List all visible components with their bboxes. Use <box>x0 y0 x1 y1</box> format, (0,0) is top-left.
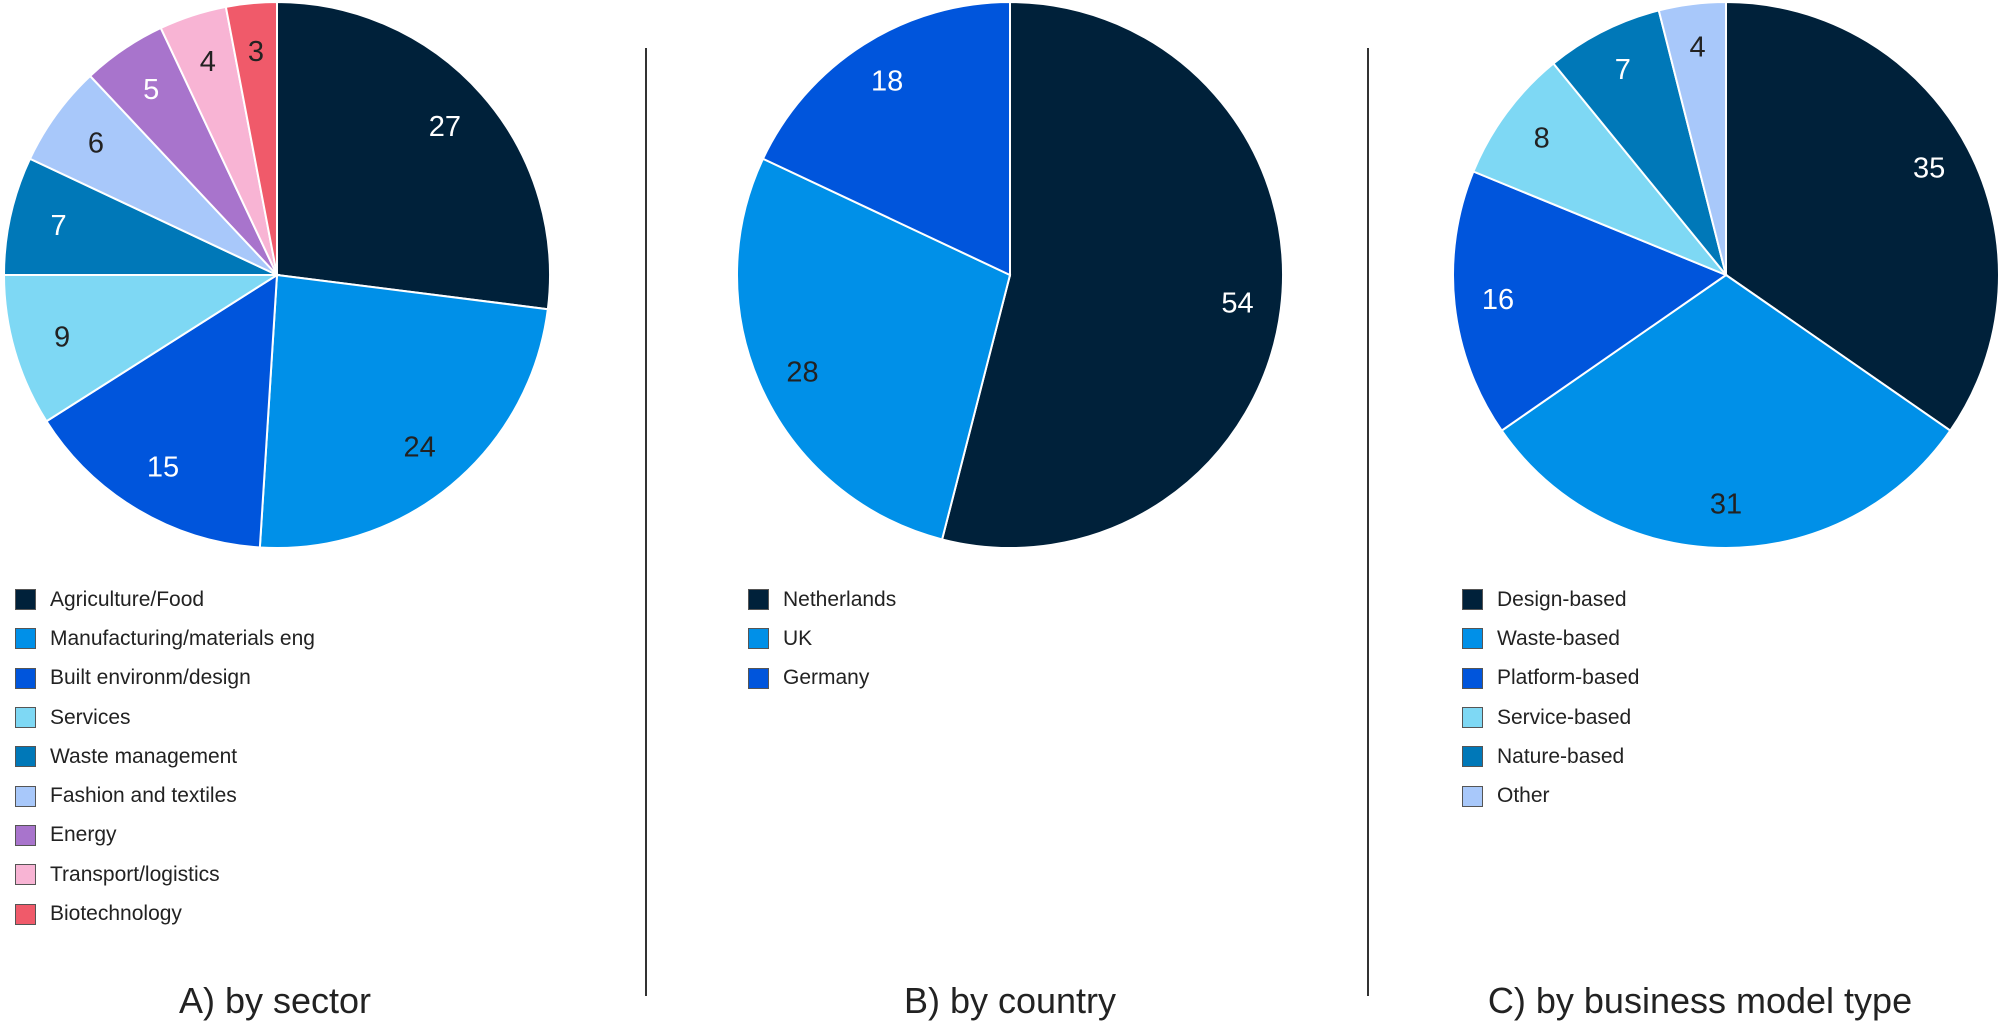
legend-swatch <box>1462 707 1483 729</box>
legend-item-platform-based: Platform-based <box>1462 659 1639 698</box>
slice-agriculture-food <box>276 0 551 311</box>
legend-item-nature-based: Nature-based <box>1462 737 1639 776</box>
slice-platform-based <box>1452 170 1729 433</box>
data-label-waste-management: 7 <box>50 210 66 242</box>
pie-business-model: 35 31 16 8 7 4 <box>1452 0 2000 549</box>
slice-waste-management <box>2 157 278 276</box>
legend-label: Netherlands <box>783 587 897 611</box>
legend-business-model: Design-based Waste-based Platform-based Ser… <box>1462 580 1639 816</box>
legend-label: Energy <box>50 823 117 847</box>
legend-item-energy: Energy <box>15 816 315 855</box>
caption-business-model: C) by business model type <box>1487 980 1913 1021</box>
legend-sector: Agriculture/Food Manufacturing/materials … <box>15 580 315 934</box>
legend-item-built-environm-design: Built environm/design <box>15 659 315 698</box>
caption-sector: A) by sector <box>178 980 372 1021</box>
legend-label: Platform-based <box>1497 666 1640 690</box>
legend-swatch <box>748 628 769 650</box>
legend-label: Services <box>50 705 131 729</box>
data-label-design-based: 35 <box>1913 153 1945 185</box>
legend-swatch <box>15 589 36 611</box>
slice-uk <box>736 157 1012 541</box>
legend-label: Waste management <box>50 744 238 768</box>
legend-swatch <box>15 667 36 689</box>
divider-right <box>1367 48 1369 996</box>
legend-item-uk: UK <box>748 619 896 658</box>
data-label-services: 9 <box>54 321 70 353</box>
legend-swatch <box>1462 589 1483 611</box>
legend-item-waste-based: Waste-based <box>1462 619 1639 658</box>
legend-label: Biotechnology <box>50 902 182 926</box>
data-label-other: 4 <box>1689 31 1705 63</box>
data-label-agriculture-food: 27 <box>429 111 461 143</box>
legend-swatch <box>15 864 36 886</box>
legend-item-transport-logistics: Transport/logistics <box>15 855 315 894</box>
legend-item-other: Other <box>1462 776 1639 815</box>
legend-item-manufacturing-materials-eng: Manufacturing/materials eng <box>15 619 315 658</box>
pie-sector: 27 24 15 9 7 6 5 4 3 <box>2 0 551 549</box>
slice-other <box>1657 0 1727 276</box>
slice-services <box>2 274 281 423</box>
legend-swatch <box>15 746 36 768</box>
legend-swatch <box>1462 628 1483 650</box>
legend-swatch <box>1462 785 1483 807</box>
data-label-germany: 18 <box>871 65 903 97</box>
data-label-manufacturing-materials-eng: 24 <box>404 431 436 463</box>
legend-swatch <box>1462 667 1483 689</box>
data-label-uk: 28 <box>786 357 818 389</box>
legend-swatch <box>748 667 769 689</box>
legend-swatch <box>15 707 36 729</box>
legend-item-design-based: Design-based <box>1462 580 1639 619</box>
legend-label: Transport/logistics <box>50 862 220 886</box>
legend-label: Agriculture/Food <box>50 587 205 611</box>
slice-biotechnology <box>224 0 278 276</box>
legend-swatch <box>748 589 769 611</box>
legend-label: Built environm/design <box>50 666 251 690</box>
slice-nature-based <box>1552 9 1727 276</box>
legend-item-service-based: Service-based <box>1462 698 1639 737</box>
legend-swatch <box>15 628 36 650</box>
legend-label: Waste-based <box>1497 626 1620 650</box>
legend-swatch <box>15 824 36 846</box>
data-label-nature-based: 7 <box>1615 54 1631 86</box>
legend-swatch <box>15 903 36 925</box>
legend-label: Service-based <box>1497 705 1632 729</box>
slice-service-based <box>1472 62 1727 276</box>
data-label-fashion-and-textiles: 6 <box>88 127 104 159</box>
slice-waste-based <box>1500 273 1952 549</box>
caption-country: B) by country <box>903 980 1117 1021</box>
pie-country: 54 28 18 <box>736 0 1284 549</box>
data-label-platform-based: 16 <box>1482 284 1514 316</box>
legend-label: Design-based <box>1497 587 1627 611</box>
legend-item-waste-management: Waste management <box>15 737 315 776</box>
legend-country: Netherlands UK Germany <box>748 580 896 698</box>
legend-item-germany: Germany <box>748 659 896 698</box>
legend-label: Other <box>1497 784 1550 808</box>
slice-manufacturing-materials-eng <box>258 273 549 549</box>
legend-item-fashion-and-textiles: Fashion and textiles <box>15 776 315 815</box>
legend-label: UK <box>783 626 813 650</box>
slice-germany <box>761 0 1011 277</box>
legend-label: Germany <box>783 666 870 690</box>
data-label-waste-based: 31 <box>1710 488 1742 520</box>
legend-swatch <box>1462 746 1483 768</box>
legend-item-netherlands: Netherlands <box>748 580 896 619</box>
slice-netherlands <box>940 0 1284 549</box>
legend-label: Manufacturing/materials eng <box>50 626 315 650</box>
legend-item-services: Services <box>15 698 315 737</box>
slice-design-based <box>1725 0 2000 433</box>
data-label-energy: 5 <box>143 74 159 106</box>
legend-label: Nature-based <box>1497 744 1625 768</box>
data-label-built-environm-design: 15 <box>147 452 179 484</box>
divider-left <box>645 48 647 996</box>
data-label-netherlands: 54 <box>1221 288 1253 320</box>
data-label-transport-logistics: 4 <box>200 46 216 78</box>
legend-label: Fashion and textiles <box>50 784 237 808</box>
data-label-service-based: 8 <box>1534 122 1550 154</box>
legend-swatch <box>15 785 36 807</box>
legend-item-agriculture-food: Agriculture/Food <box>15 580 315 619</box>
legend-item-biotechnology: Biotechnology <box>15 894 315 933</box>
data-label-biotechnology: 3 <box>248 36 264 68</box>
slice-built-environm-design <box>45 273 279 549</box>
